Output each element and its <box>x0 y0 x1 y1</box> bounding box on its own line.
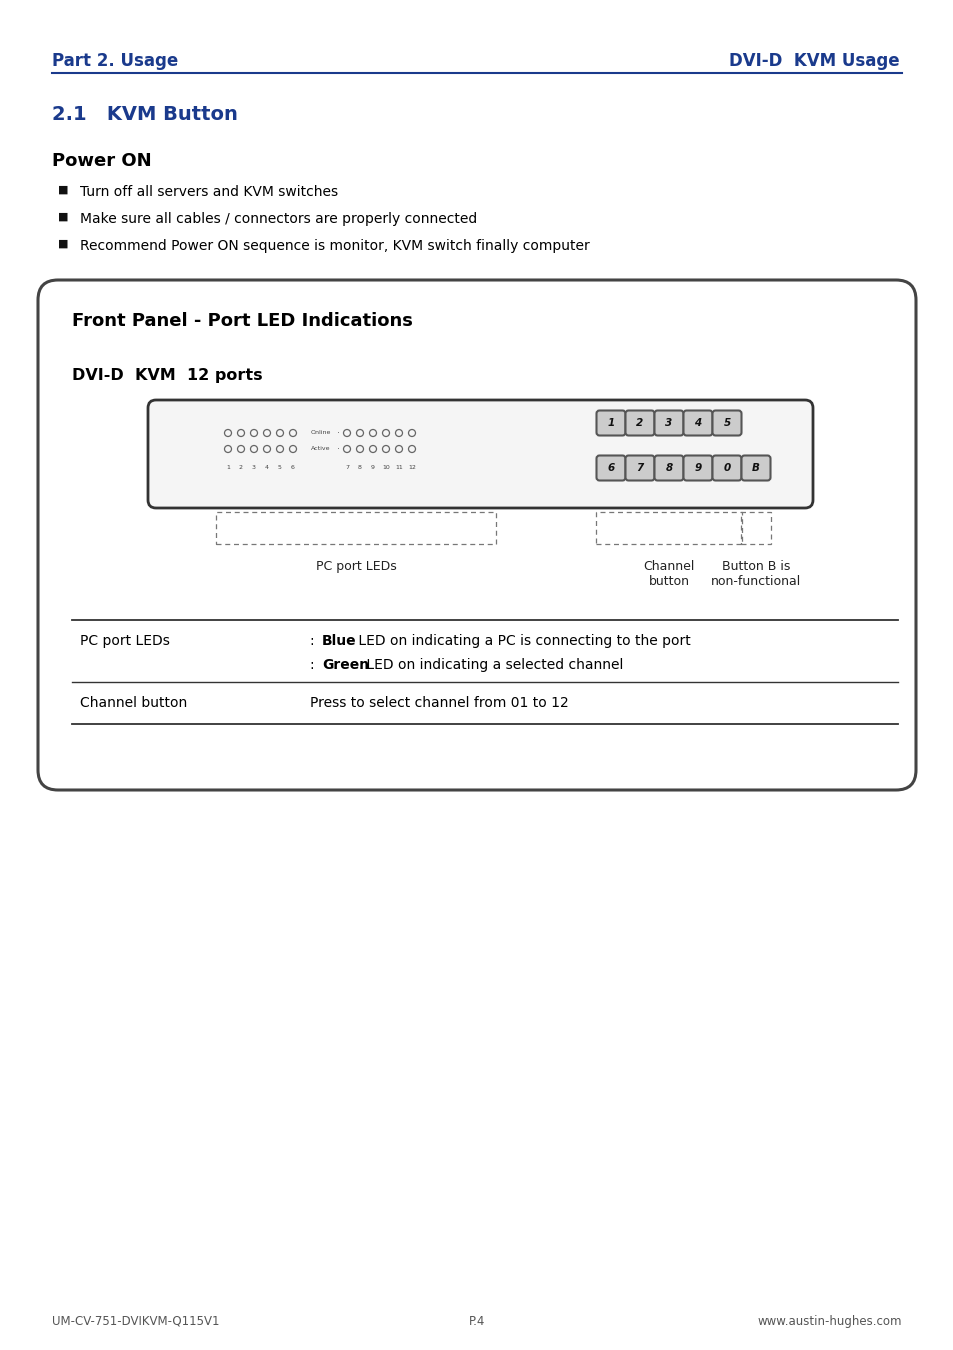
Bar <box>740 512 770 544</box>
Text: PC port LEDs: PC port LEDs <box>315 560 395 572</box>
Text: 2: 2 <box>239 464 243 470</box>
Text: 3: 3 <box>252 464 255 470</box>
FancyBboxPatch shape <box>740 455 770 481</box>
Text: www.austin-hughes.com: www.austin-hughes.com <box>757 1315 901 1328</box>
Text: Power ON: Power ON <box>52 153 152 170</box>
Text: B: B <box>751 463 760 472</box>
FancyBboxPatch shape <box>712 410 740 436</box>
Text: 12: 12 <box>408 464 416 470</box>
Text: 1: 1 <box>226 464 230 470</box>
Text: 10: 10 <box>382 464 390 470</box>
Text: 8: 8 <box>664 463 672 472</box>
FancyBboxPatch shape <box>38 279 915 790</box>
Text: Front Panel - Port LED Indications: Front Panel - Port LED Indications <box>71 312 413 329</box>
Text: Green: Green <box>322 657 369 672</box>
Bar <box>215 512 496 544</box>
Text: :: : <box>310 657 318 672</box>
Text: 7: 7 <box>345 464 349 470</box>
FancyBboxPatch shape <box>682 410 712 436</box>
FancyBboxPatch shape <box>654 410 682 436</box>
Text: 6: 6 <box>607 463 614 472</box>
Text: Blue: Blue <box>322 634 356 648</box>
Text: 4: 4 <box>694 418 700 428</box>
FancyBboxPatch shape <box>148 400 812 508</box>
Text: Press to select channel from 01 to 12: Press to select channel from 01 to 12 <box>310 697 568 710</box>
Text: LED on indicating a selected channel: LED on indicating a selected channel <box>361 657 622 672</box>
Text: 0: 0 <box>722 463 730 472</box>
Text: 6: 6 <box>291 464 294 470</box>
Text: 1: 1 <box>607 418 614 428</box>
Text: Turn off all servers and KVM switches: Turn off all servers and KVM switches <box>80 185 337 198</box>
Text: Channel
button: Channel button <box>642 560 694 589</box>
FancyBboxPatch shape <box>596 455 625 481</box>
Text: P.4: P.4 <box>468 1315 485 1328</box>
Text: 3: 3 <box>664 418 672 428</box>
Text: 2: 2 <box>636 418 643 428</box>
Text: Make sure all cables / connectors are properly connected: Make sure all cables / connectors are pr… <box>80 212 476 225</box>
FancyBboxPatch shape <box>625 455 654 481</box>
Text: 2.1   KVM Button: 2.1 KVM Button <box>52 105 237 124</box>
Text: 7: 7 <box>636 463 643 472</box>
Text: ■: ■ <box>58 212 69 221</box>
Text: 9: 9 <box>694 463 700 472</box>
Text: 8: 8 <box>357 464 361 470</box>
Text: Part 2. Usage: Part 2. Usage <box>52 53 178 70</box>
Text: ■: ■ <box>58 185 69 194</box>
Text: ·: · <box>337 444 340 454</box>
Text: ■: ■ <box>58 239 69 248</box>
Text: 4: 4 <box>265 464 269 470</box>
Text: LED on indicating a PC is connecting to the port: LED on indicating a PC is connecting to … <box>354 634 690 648</box>
Text: 5: 5 <box>722 418 730 428</box>
Text: 5: 5 <box>277 464 282 470</box>
Text: Recommend Power ON sequence is monitor, KVM switch finally computer: Recommend Power ON sequence is monitor, … <box>80 239 589 252</box>
FancyBboxPatch shape <box>654 455 682 481</box>
Text: 9: 9 <box>371 464 375 470</box>
Bar <box>596 512 741 544</box>
Text: 11: 11 <box>395 464 402 470</box>
Text: DVI-D  KVM Usage: DVI-D KVM Usage <box>729 53 899 70</box>
Text: DVI-D  KVM  12 ports: DVI-D KVM 12 ports <box>71 369 262 383</box>
FancyBboxPatch shape <box>682 455 712 481</box>
FancyBboxPatch shape <box>625 410 654 436</box>
Text: Active: Active <box>311 447 330 451</box>
Text: :: : <box>310 634 318 648</box>
Text: Channel button: Channel button <box>80 697 187 710</box>
Text: Button B is
non-functional: Button B is non-functional <box>710 560 801 589</box>
Text: PC port LEDs: PC port LEDs <box>80 634 170 648</box>
Text: Online: Online <box>311 431 331 436</box>
Text: UM-CV-751-DVIKVM-Q115V1: UM-CV-751-DVIKVM-Q115V1 <box>52 1315 219 1328</box>
FancyBboxPatch shape <box>712 455 740 481</box>
Text: ·: · <box>337 428 340 437</box>
FancyBboxPatch shape <box>596 410 625 436</box>
